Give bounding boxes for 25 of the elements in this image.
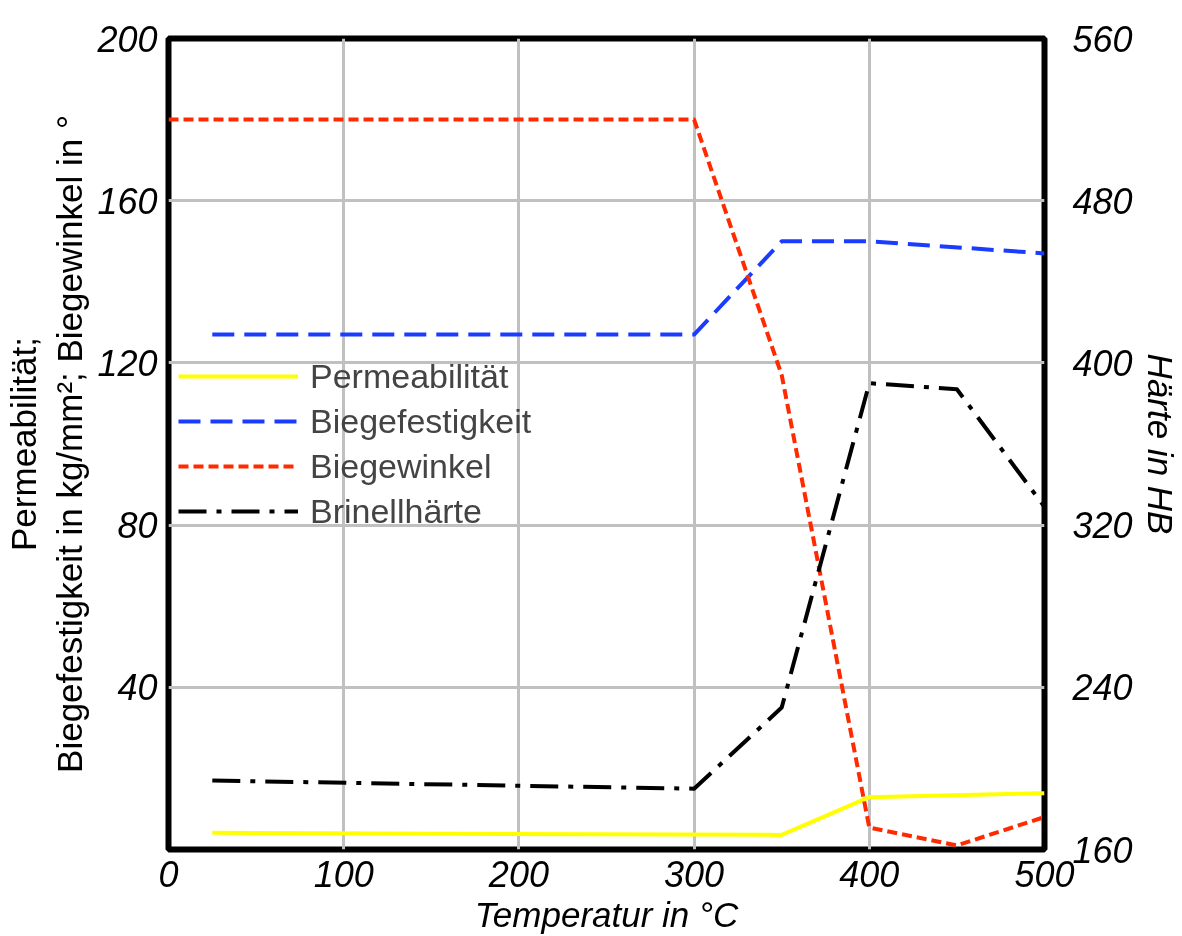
legend-label: Brinellhärte xyxy=(310,491,482,531)
y2-tick-label: 240 xyxy=(1071,667,1133,709)
y-tick-label: 120 xyxy=(97,342,158,384)
x-tick-label: 200 xyxy=(487,853,549,895)
x-tick-label: 300 xyxy=(664,853,725,895)
y2-tick-label: 480 xyxy=(1072,180,1133,222)
line-series xyxy=(210,791,1045,837)
legend-label: Biegewinkel xyxy=(310,446,492,486)
y-tick-label: 160 xyxy=(97,180,158,222)
x-tick-label: 400 xyxy=(839,853,900,895)
y-tick-label: 200 xyxy=(96,18,158,60)
legend-label: Permeabilität xyxy=(310,356,509,396)
y2-axis-title: Härte in HB xyxy=(1140,353,1180,535)
x-axis-title: Temperatur in °C xyxy=(474,894,740,934)
y2-tick-label: 560 xyxy=(1072,18,1133,60)
y-tick-label: 80 xyxy=(117,505,158,547)
y-axis-title: Permeabilität; Biegefestigkeit in kg/mm²; Biegewinkel in ° xyxy=(3,115,90,773)
y2-tick-label: 320 xyxy=(1072,505,1133,547)
x-tick-label: 100 xyxy=(313,853,374,895)
y2-tick-label: 400 xyxy=(1072,342,1133,384)
x-tick-label: 0 xyxy=(158,853,179,895)
y-tick-label: 40 xyxy=(117,667,158,709)
x-tick-label: 500 xyxy=(1014,853,1075,895)
legend-label: Biegefestigkeit xyxy=(310,401,532,441)
line-series xyxy=(168,117,1045,848)
